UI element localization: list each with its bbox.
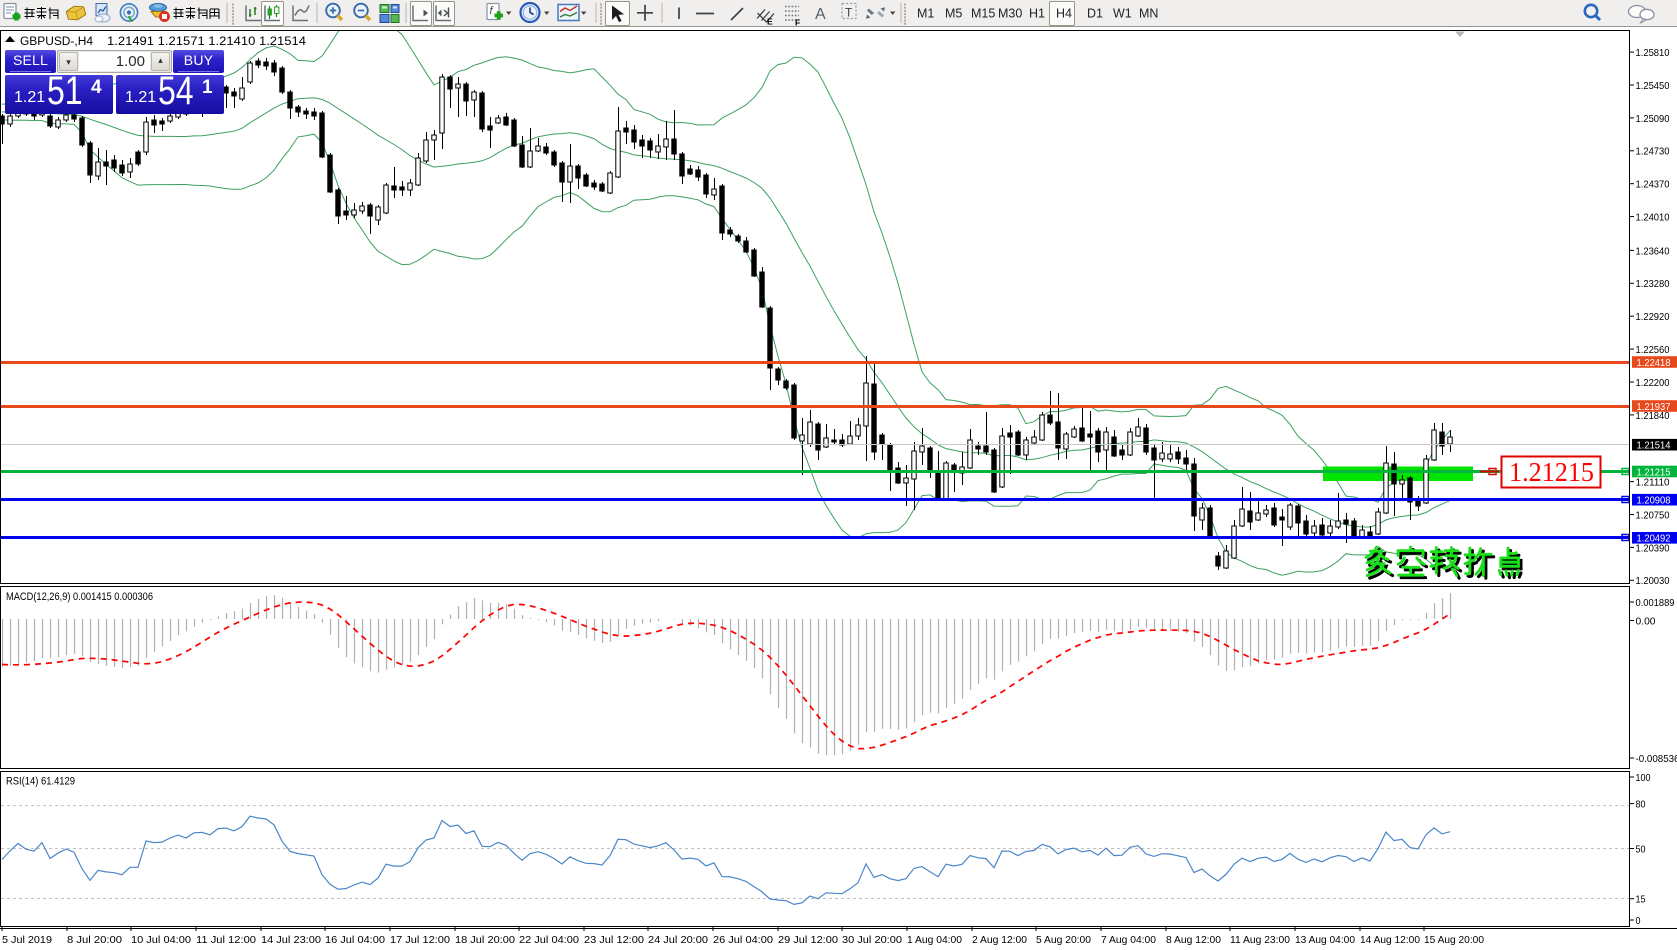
svg-text:24 Jul 20:00: 24 Jul 20:00 — [648, 934, 708, 946]
svg-text:0.00: 0.00 — [1636, 615, 1656, 627]
svg-text:30 Jul 20:00: 30 Jul 20:00 — [842, 934, 902, 946]
svg-text:15: 15 — [1636, 894, 1646, 906]
svg-text:100: 100 — [1636, 772, 1651, 784]
svg-text:MACD(12,26,9) 0.001415 0.00030: MACD(12,26,9) 0.001415 0.000306 — [6, 591, 153, 603]
svg-text:W1: W1 — [1113, 7, 1132, 21]
svg-text:14 Jul 23:00: 14 Jul 23:00 — [261, 934, 321, 946]
svg-text:M30: M30 — [998, 7, 1022, 21]
svg-text:17 Jul 12:00: 17 Jul 12:00 — [390, 934, 450, 946]
svg-text:1.25810: 1.25810 — [1636, 47, 1670, 59]
svg-text:1.22560: 1.22560 — [1636, 344, 1670, 356]
svg-text:1.21215: 1.21215 — [1637, 466, 1671, 478]
svg-text:1.23640: 1.23640 — [1636, 245, 1670, 257]
svg-text:F: F — [795, 18, 800, 28]
svg-text:1.22200: 1.22200 — [1636, 377, 1670, 389]
svg-text:11 Jul 12:00: 11 Jul 12:00 — [196, 934, 256, 946]
svg-text:10 Jul 04:00: 10 Jul 04:00 — [131, 934, 191, 946]
svg-text:1.23280: 1.23280 — [1636, 278, 1670, 290]
svg-text:1.20492: 1.20492 — [1637, 533, 1671, 545]
svg-text:18 Jul 20:00: 18 Jul 20:00 — [455, 934, 515, 946]
svg-text:1.24370: 1.24370 — [1636, 179, 1670, 191]
svg-text:M1: M1 — [917, 7, 934, 21]
svg-text:1.24730: 1.24730 — [1636, 146, 1670, 158]
svg-text:50: 50 — [1636, 843, 1646, 855]
svg-text:14 Aug 12:00: 14 Aug 12:00 — [1360, 934, 1420, 946]
svg-text:H4: H4 — [1056, 7, 1072, 21]
svg-text:1.25450: 1.25450 — [1636, 80, 1670, 92]
svg-text:1.22920: 1.22920 — [1636, 311, 1670, 323]
svg-text:22 Jul 04:00: 22 Jul 04:00 — [519, 934, 579, 946]
svg-text:15 Aug 20:00: 15 Aug 20:00 — [1424, 934, 1484, 946]
svg-text:-0.008536: -0.008536 — [1636, 753, 1677, 765]
svg-text:A: A — [815, 6, 826, 23]
svg-text:29 Jul 12:00: 29 Jul 12:00 — [778, 934, 838, 946]
svg-text:MN: MN — [1139, 7, 1158, 21]
svg-text:8 Aug 12:00: 8 Aug 12:00 — [1166, 934, 1221, 946]
svg-text:80: 80 — [1636, 799, 1646, 811]
svg-text:26 Jul 04:00: 26 Jul 04:00 — [713, 934, 773, 946]
svg-text:5 Jul 2019: 5 Jul 2019 — [2, 934, 52, 946]
svg-text:M15: M15 — [971, 7, 995, 21]
svg-text:1.21514: 1.21514 — [1637, 440, 1671, 452]
svg-text:2 Aug 12:00: 2 Aug 12:00 — [972, 934, 1027, 946]
svg-text:1.21937: 1.21937 — [1637, 401, 1671, 413]
svg-text:1.25090: 1.25090 — [1636, 113, 1670, 125]
svg-text:1.21110: 1.21110 — [1636, 476, 1670, 488]
svg-text:GBPUSD-,H4: GBPUSD-,H4 — [20, 34, 93, 48]
svg-text:T: T — [845, 6, 853, 20]
svg-text:1.24010: 1.24010 — [1636, 211, 1670, 223]
svg-text:D1: D1 — [1087, 7, 1103, 21]
svg-text:RSI(14) 61.4129: RSI(14) 61.4129 — [6, 776, 75, 788]
svg-text:1 Aug 04:00: 1 Aug 04:00 — [907, 934, 962, 946]
svg-text:1.22418: 1.22418 — [1637, 357, 1671, 369]
svg-text:1.20750: 1.20750 — [1636, 509, 1670, 521]
svg-text:8 Jul 20:00: 8 Jul 20:00 — [67, 934, 122, 946]
svg-text:13 Aug 04:00: 13 Aug 04:00 — [1295, 934, 1355, 946]
svg-text:1.21840: 1.21840 — [1636, 410, 1670, 422]
svg-text:E: E — [767, 17, 773, 27]
svg-text:0: 0 — [1636, 915, 1641, 927]
svg-text:23 Jul 12:00: 23 Jul 12:00 — [584, 934, 644, 946]
svg-text:1.20390: 1.20390 — [1636, 542, 1670, 554]
svg-text:1.20030: 1.20030 — [1636, 575, 1670, 587]
svg-text:f: f — [490, 5, 494, 17]
svg-text:H1: H1 — [1029, 7, 1045, 21]
svg-text:5 Aug 20:00: 5 Aug 20:00 — [1036, 934, 1091, 946]
svg-text:16 Jul 04:00: 16 Jul 04:00 — [325, 934, 385, 946]
svg-text:1.21491 1.21571 1.21410 1.2151: 1.21491 1.21571 1.21410 1.21514 — [107, 34, 306, 48]
svg-text:0.001889: 0.001889 — [1636, 597, 1675, 609]
svg-text:11 Aug 23:00: 11 Aug 23:00 — [1230, 934, 1290, 946]
svg-text:1.21215: 1.21215 — [1509, 457, 1594, 487]
svg-text:M5: M5 — [945, 7, 962, 21]
svg-text:7 Aug 04:00: 7 Aug 04:00 — [1101, 934, 1156, 946]
svg-text:1.20908: 1.20908 — [1637, 495, 1671, 507]
